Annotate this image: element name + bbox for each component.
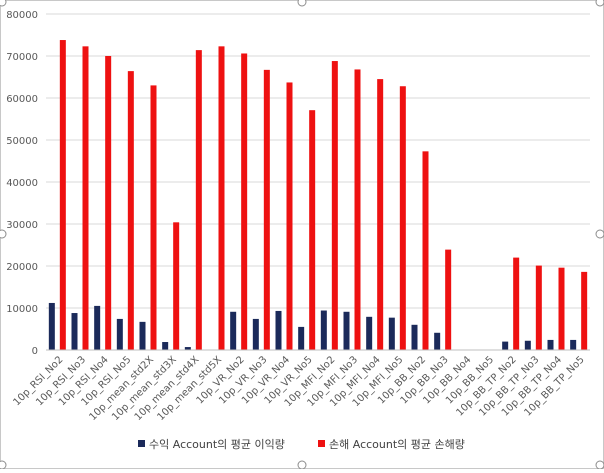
loss-bar xyxy=(331,61,338,350)
profit-bar xyxy=(48,302,55,350)
profit-bar xyxy=(547,339,554,350)
y-tick-label: 20000 xyxy=(6,262,38,273)
loss-bar xyxy=(535,265,542,350)
loss-bar xyxy=(558,267,565,350)
loss-bar xyxy=(150,85,157,351)
x-axis-tick-labels: 10p_RSI_No210p_RSI_No310p_RSI_No410p_RSI… xyxy=(12,354,587,423)
loss-bar xyxy=(59,40,66,350)
gridlines xyxy=(46,13,590,309)
y-tick-label: 50000 xyxy=(6,136,38,147)
loss-bar xyxy=(173,222,180,350)
y-tick-label: 30000 xyxy=(6,220,38,231)
resize-handle[interactable] xyxy=(297,0,307,7)
legend-label: 수익 Account의 평균 이익량 xyxy=(149,438,285,451)
resize-handle[interactable] xyxy=(595,229,604,239)
loss-bar xyxy=(82,46,89,351)
loss-bar xyxy=(263,69,270,351)
profit-bar xyxy=(502,341,509,350)
profit-bar xyxy=(343,311,350,350)
profit-bar xyxy=(298,326,305,350)
resize-handle[interactable] xyxy=(297,460,307,470)
resize-handle[interactable] xyxy=(0,229,7,239)
profit-bar xyxy=(366,316,373,350)
profit-bar xyxy=(388,317,395,350)
loss-bar xyxy=(309,110,316,351)
loss-bar xyxy=(513,257,520,350)
loss-bar xyxy=(195,50,202,351)
loss-bar xyxy=(218,46,225,351)
y-tick-label: 0 xyxy=(32,346,38,357)
legend-swatch xyxy=(318,440,325,447)
profit-bar xyxy=(275,310,282,350)
y-tick-label: 80000 xyxy=(6,10,38,21)
y-tick-label: 70000 xyxy=(6,52,38,63)
legend: 수익 Account의 평균 이익량 손해 Account의 평균 손해량 xyxy=(138,437,465,451)
loss-bar xyxy=(354,69,361,350)
profit-bar xyxy=(434,332,441,350)
resize-handle[interactable] xyxy=(0,460,7,470)
y-tick-label: 60000 xyxy=(6,94,38,105)
profit-bar xyxy=(320,310,327,350)
profit-bar xyxy=(411,324,418,350)
profit-bar xyxy=(71,313,78,350)
profit-bar xyxy=(116,318,123,350)
profit-bar xyxy=(230,311,237,350)
profit-bar xyxy=(570,339,577,350)
profit-bar xyxy=(184,347,191,350)
loss-bar xyxy=(241,53,248,350)
y-axis-tick-labels: 0 10000 20000 30000 40000 50000 60000 70000 8000… xyxy=(6,10,38,357)
bars xyxy=(48,40,588,351)
legend-label: 손해 Account의 평균 손해량 xyxy=(329,437,465,451)
loss-bar xyxy=(581,271,588,350)
loss-bar xyxy=(377,79,384,350)
loss-bar xyxy=(445,249,452,350)
loss-bar xyxy=(105,56,112,350)
profit-bar xyxy=(94,305,101,350)
loss-bar xyxy=(127,71,134,351)
legend-swatch xyxy=(138,440,145,447)
profit-bar xyxy=(162,342,169,350)
profit-bar xyxy=(252,318,259,350)
loss-bar xyxy=(399,86,406,351)
profit-bar xyxy=(524,340,531,350)
resize-handle[interactable] xyxy=(0,0,7,7)
profit-bar xyxy=(139,321,146,350)
y-tick-label: 10000 xyxy=(6,304,38,315)
loss-bar xyxy=(286,82,293,351)
y-tick-label: 40000 xyxy=(6,178,38,189)
loss-bar xyxy=(422,151,429,350)
resize-handle[interactable] xyxy=(595,460,604,470)
resize-handle[interactable] xyxy=(595,0,604,7)
